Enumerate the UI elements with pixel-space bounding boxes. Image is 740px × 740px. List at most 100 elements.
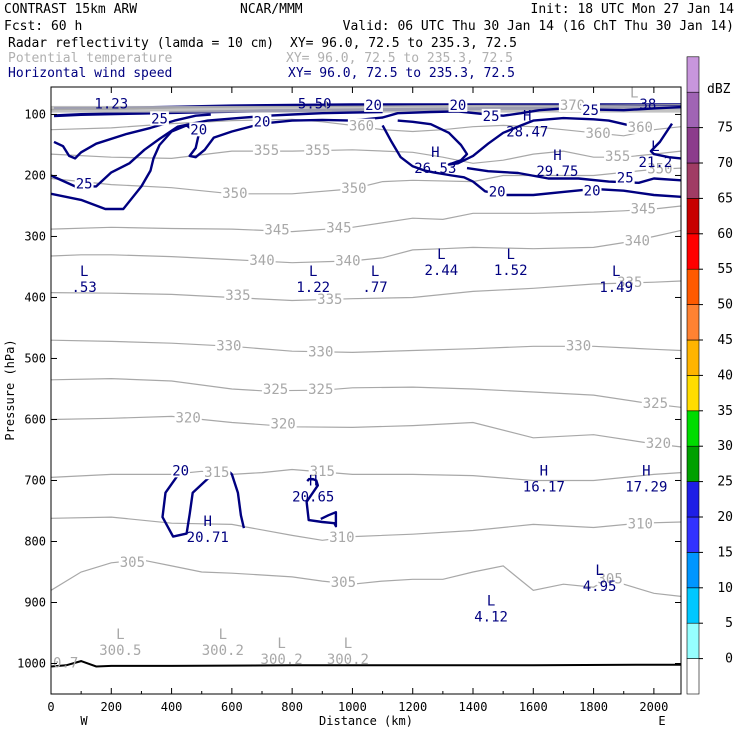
theta-label-bg <box>221 185 249 200</box>
wind-extremum-value: 1.52 <box>494 263 528 279</box>
colorbar-label: 50 <box>717 298 733 313</box>
theta-label-bg <box>316 291 344 306</box>
colorbar-swatch <box>686 410 700 447</box>
theta-label-bg <box>564 338 593 353</box>
wind-extremum-value: 4.95 <box>583 579 617 595</box>
colorbar-swatch <box>686 162 700 199</box>
wind-contour-25 <box>397 116 631 166</box>
theta-label-bg <box>623 233 651 248</box>
wind-extremum-value: 26.53 <box>414 161 456 177</box>
y-axis-title: Pressure (hPa) <box>3 339 17 440</box>
x-tick-label: 600 <box>221 700 243 714</box>
x-axis-west: W <box>80 714 88 728</box>
wind-label: 25 <box>76 177 93 193</box>
theta-contour-340 <box>51 229 681 264</box>
x-tick-label: 1200 <box>398 700 427 714</box>
colorbar-label: 65 <box>717 191 733 206</box>
wind-label-bg <box>74 176 94 191</box>
wind-contour-20 <box>649 122 681 160</box>
theta-contour-310 <box>51 516 681 541</box>
wind-extremum-marker: L <box>487 594 495 610</box>
theta-label-bg <box>329 574 357 589</box>
wind-label: 25 <box>151 111 168 127</box>
theta-label: 305 <box>598 571 623 587</box>
theta-label-bg <box>641 396 669 411</box>
field-reflectivity-name: Radar reflectivity (lamda = 10 cm) <box>8 36 274 51</box>
theta-contour-335 <box>51 280 681 302</box>
theta-label: 325 <box>263 382 288 398</box>
colorbar-swatch <box>686 516 700 553</box>
theta-label-bg <box>224 288 252 303</box>
wind-label-bg <box>448 97 468 112</box>
wind-label-bg <box>150 111 169 126</box>
wind-extremum-value: 1.49 <box>599 280 633 296</box>
x-axis-east: E <box>658 714 665 728</box>
theta-label-bg <box>304 143 332 158</box>
colorbar-label: 75 <box>717 121 733 136</box>
wind-contour-20 <box>381 124 681 198</box>
theta-contour-320 <box>51 415 681 448</box>
theta-label: 305 <box>120 555 145 571</box>
jet-value-label: 38 <box>639 97 656 113</box>
wind-extremum-value: 21.2 <box>639 155 673 171</box>
theta-contour-345 <box>51 205 681 233</box>
theta-extremum-value: 300.2 <box>327 652 369 668</box>
x-axis-title: Distance (km) <box>319 714 413 728</box>
y-tick-label: 400 <box>24 290 46 304</box>
header-institution: NCAR/MMM <box>240 2 303 17</box>
wind-extremum-value: 17.29 <box>625 480 667 496</box>
theta-contour-315 <box>51 468 681 482</box>
colorbar-label: 25 <box>717 475 733 490</box>
theta-label: 340 <box>249 253 274 269</box>
theta-label: 320 <box>176 410 201 426</box>
wind-extremum-marker: H <box>523 109 531 125</box>
theta-label: 335 <box>225 288 250 304</box>
colorbar-swatch <box>686 481 700 518</box>
jet-value-label: 5.50 <box>298 96 332 112</box>
theta-label-bg <box>596 571 624 586</box>
theta-label: 360 <box>628 120 653 136</box>
wind-label-bg <box>481 108 501 123</box>
y-tick-label: 200 <box>24 168 46 182</box>
wind-label: 20 <box>172 463 189 479</box>
wind-label: 20 <box>489 185 506 201</box>
theta-label: 320 <box>270 416 295 432</box>
theta-label: 355 <box>605 149 630 165</box>
wind-extremum-value: .77 <box>362 280 387 296</box>
wind-extremum-marker: L <box>80 264 88 280</box>
theta-label-bg <box>261 382 290 397</box>
wind-label: 25 <box>582 103 599 119</box>
theta-label-bg <box>269 416 297 431</box>
y-tick-label: 600 <box>24 412 46 426</box>
theta-label: 320 <box>646 436 671 452</box>
theta-label: 310 <box>329 530 354 546</box>
wind-extremum-value: 2.44 <box>424 263 458 279</box>
colorbar-label: 5 <box>725 616 733 631</box>
wind-extremum-marker: L <box>612 264 620 280</box>
theta-label: 315 <box>310 464 335 480</box>
x-tick-label: 400 <box>161 700 183 714</box>
wind-contour-20 <box>161 467 246 538</box>
field-wind-xy: XY= 96.0, 72.5 to 235.3, 72.5 <box>288 66 515 81</box>
theta-extremum-value: 300.5 <box>99 643 141 659</box>
wind-extremum-value: 1.22 <box>296 280 330 296</box>
theta-label-bg <box>248 252 276 267</box>
wind-extremum-marker: L <box>595 563 603 579</box>
theta-label-bg <box>328 529 356 544</box>
colorbar-swatch <box>686 622 700 659</box>
header-model: CONTRAST 15km ARW <box>4 2 137 17</box>
theta-extremum-marker: L <box>630 85 638 101</box>
theta-extremum-marker: L <box>219 627 227 643</box>
wind-label-bg <box>189 122 209 137</box>
colorbar-label: 70 <box>717 156 733 171</box>
wind-label-bg <box>615 170 635 185</box>
theta-label-bg <box>347 118 376 133</box>
theta-label: 350 <box>222 186 247 202</box>
x-tick-label: 1800 <box>579 700 608 714</box>
wind-extremum-marker: L <box>437 247 445 263</box>
colorbar-swatch <box>686 268 700 305</box>
x-tick-label: 800 <box>281 700 303 714</box>
theta-label: 330 <box>308 344 333 360</box>
theta-label-bg <box>203 465 231 480</box>
wind-extremum-value: 20.71 <box>187 530 229 546</box>
